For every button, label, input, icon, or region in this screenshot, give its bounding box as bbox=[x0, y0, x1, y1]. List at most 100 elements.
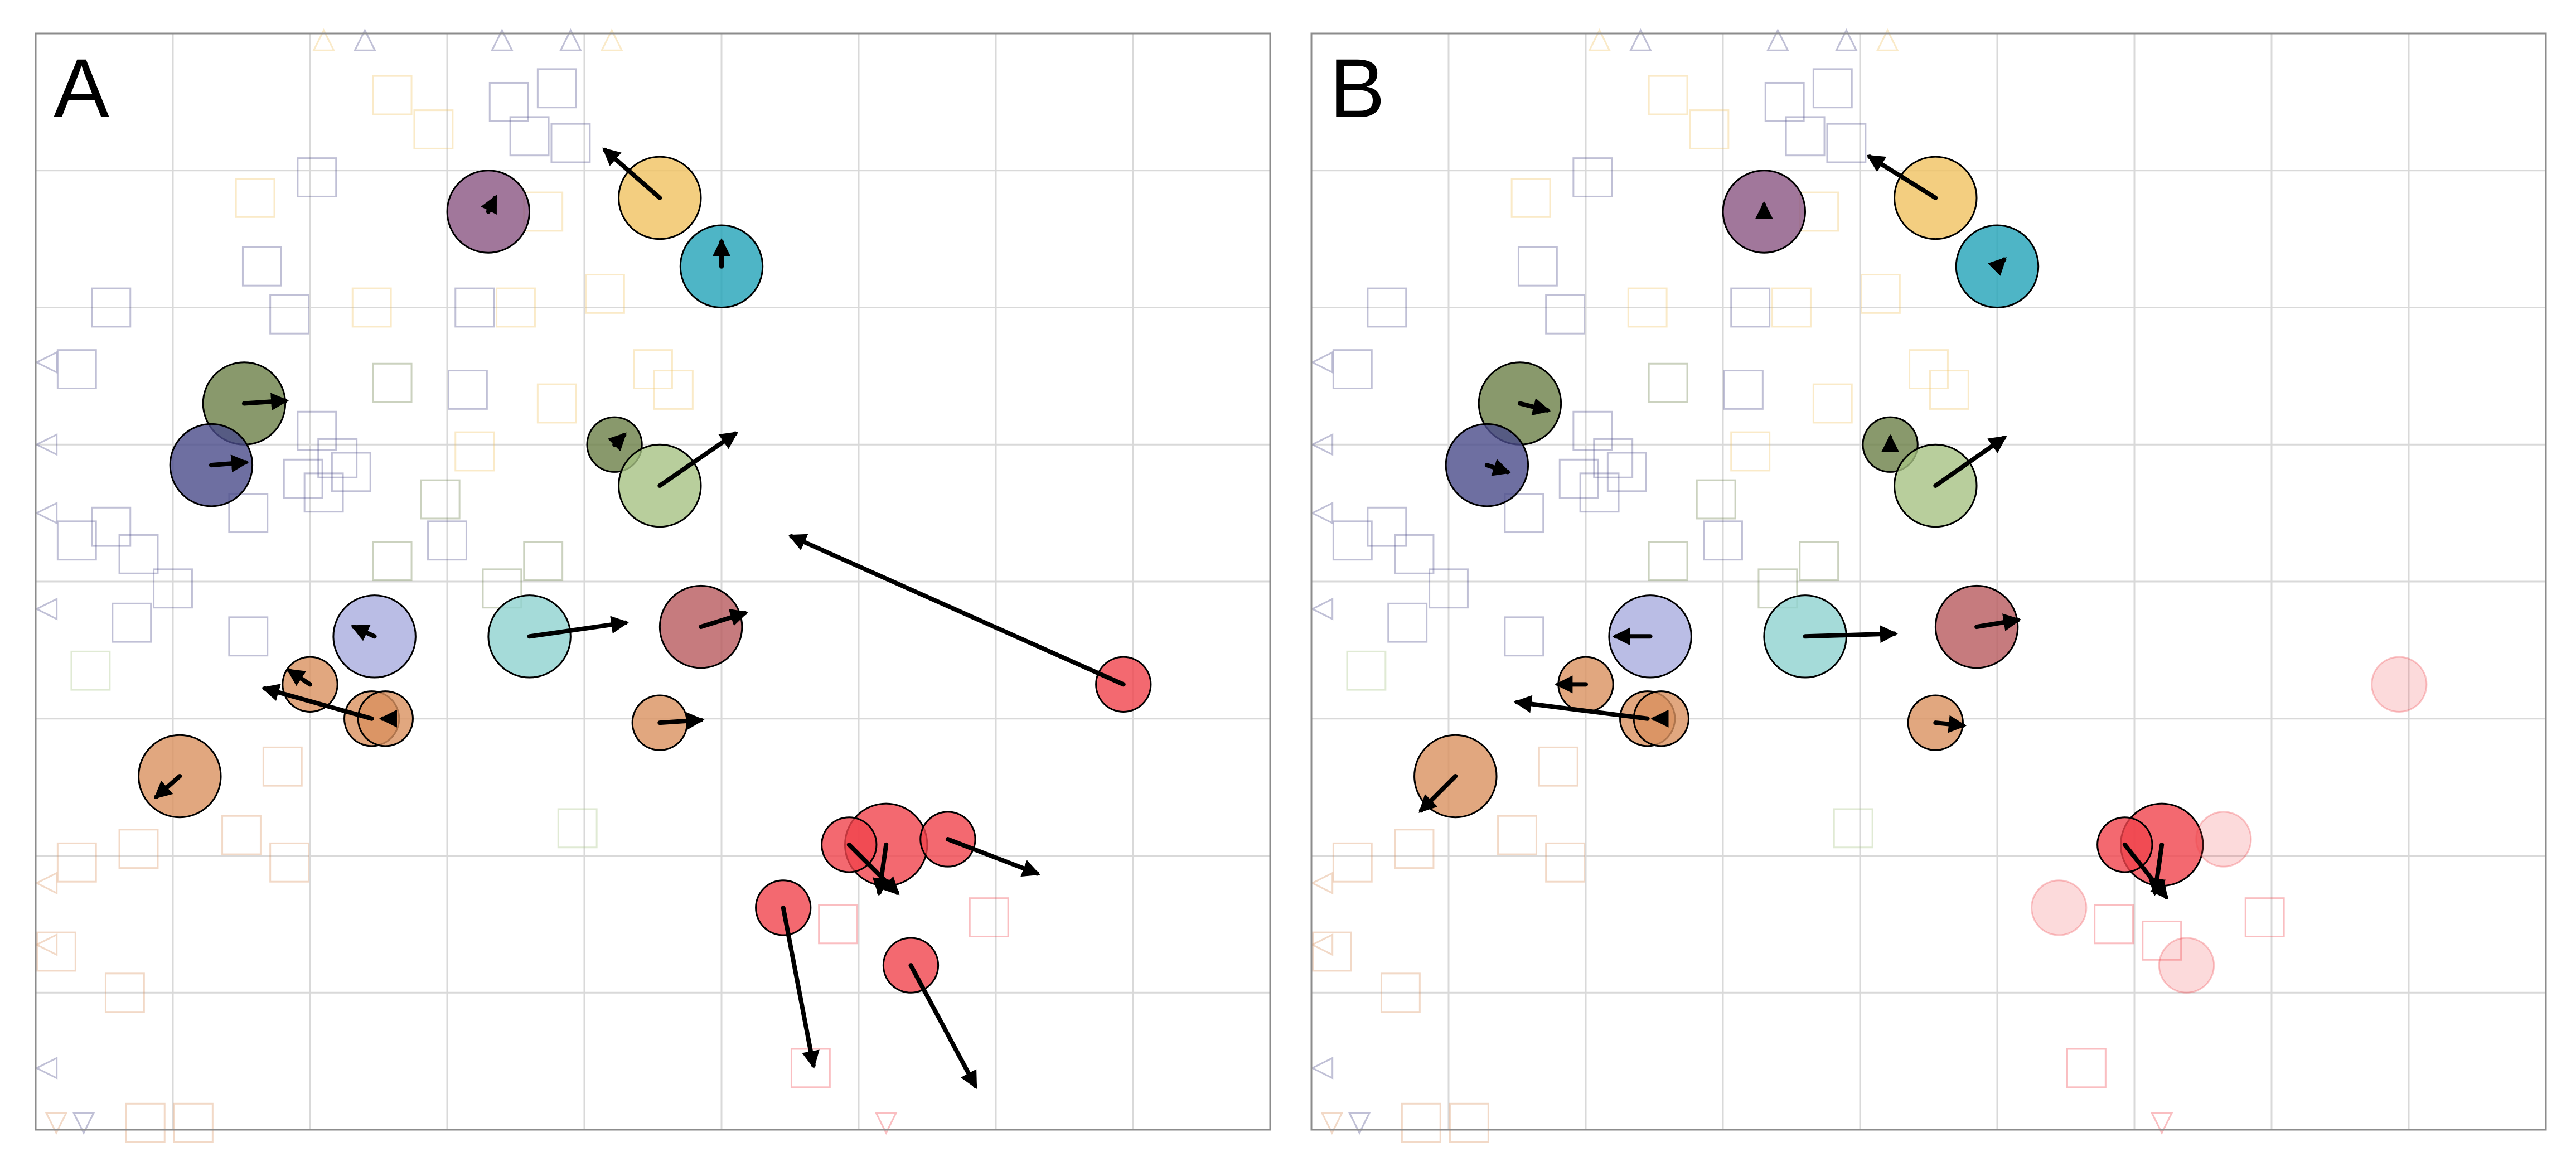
panel-b-background-square bbox=[1812, 68, 1853, 109]
panel-b-background-square bbox=[1517, 246, 1558, 287]
panel-b-background-square bbox=[1394, 829, 1435, 869]
panel-b-circle-red-3 bbox=[2195, 811, 2252, 868]
panel-a-background-triangle bbox=[35, 1056, 58, 1080]
panel-b-background-square bbox=[1909, 349, 1949, 389]
panel-a-background-triangle bbox=[490, 28, 514, 51]
panel-a-background-square bbox=[173, 1102, 214, 1143]
panel-a: A bbox=[35, 28, 1271, 1143]
panel-b-background-square bbox=[1785, 116, 1826, 157]
panel-a-background-square bbox=[303, 472, 344, 513]
panel-a-background-square bbox=[297, 410, 337, 451]
panel-a-background-triangle bbox=[874, 1112, 898, 1135]
panel-b-background-square bbox=[1764, 81, 1805, 122]
panel-b-arrow-red-2 bbox=[2122, 842, 2168, 900]
panel-b-background-triangle bbox=[1310, 933, 1334, 956]
panel-b-background-triangle bbox=[1766, 28, 1789, 51]
panel-a-background-triangle bbox=[559, 28, 582, 51]
panel-b-background-square bbox=[1771, 287, 1812, 328]
panel-a-background-square bbox=[653, 370, 694, 410]
panel-b-background-square bbox=[1332, 349, 1373, 389]
panel-b-background-square bbox=[1504, 493, 1544, 534]
panel-a-background-triangle bbox=[35, 933, 58, 956]
panel-a-label: A bbox=[54, 41, 109, 135]
panel-a-frame bbox=[35, 32, 1271, 1131]
panel-a-arrow-orange-1 bbox=[286, 668, 312, 687]
panel-b-background-square bbox=[1799, 541, 1839, 582]
panel-a-background-triangle bbox=[600, 28, 623, 51]
panel-b-arrow-orange-5 bbox=[1418, 773, 1458, 813]
panel-a-background-triangle bbox=[35, 872, 58, 895]
panel-b-background-triangle bbox=[1310, 433, 1334, 456]
panel-b-background-square bbox=[1648, 75, 1688, 115]
panel-a-background-square bbox=[317, 438, 358, 478]
panel-a-circles bbox=[138, 156, 1152, 994]
panel-b-background-triangle bbox=[1310, 872, 1334, 895]
panel-b-background-square bbox=[1510, 177, 1551, 218]
panel-b-background-square bbox=[1311, 931, 1352, 972]
panel-a-background-square bbox=[488, 81, 529, 122]
panel-b-background-square bbox=[1579, 472, 1620, 513]
panel-a-background-square bbox=[56, 842, 97, 883]
panel-a-background-square bbox=[112, 602, 152, 643]
panel-a-background-square bbox=[228, 616, 269, 657]
panel-a-background-square bbox=[372, 362, 413, 403]
panel-b-background-square bbox=[1648, 541, 1688, 582]
panel-a-arrow-red-large bbox=[872, 842, 890, 897]
panel-a-background-square bbox=[496, 287, 536, 328]
panel-a-background-square bbox=[633, 349, 673, 389]
panel-a-background-square bbox=[550, 123, 591, 163]
panel-a-background-triangle bbox=[35, 433, 58, 456]
panel-b-background-square bbox=[2244, 897, 2285, 937]
panel-a-background-square bbox=[351, 287, 392, 328]
panel-b-background-triangle bbox=[2150, 1112, 2173, 1135]
panel-b-background-square bbox=[1332, 842, 1373, 883]
panel-a-background-square bbox=[584, 274, 625, 314]
panel-b-background-square bbox=[1730, 431, 1771, 472]
panel-a-arrow-red-3 bbox=[945, 837, 1040, 877]
panel-a-arrow-sage bbox=[657, 431, 738, 488]
panel-a-background-triangle bbox=[353, 28, 376, 51]
panel-b-background-square bbox=[1545, 842, 1586, 883]
panel-b-background-triangle bbox=[1588, 28, 1611, 51]
panel-b-background-triangle bbox=[1320, 1112, 1344, 1135]
panel-b-background-square bbox=[1380, 972, 1421, 1013]
panel-a-background-square bbox=[454, 431, 495, 472]
panel-b-arrows bbox=[1418, 154, 2168, 900]
panel-a-background-square bbox=[56, 520, 97, 561]
panel-b-background-square bbox=[1538, 746, 1578, 787]
panel-a-background-triangle bbox=[35, 501, 58, 525]
panel-b-background-square bbox=[1648, 362, 1688, 403]
panel-a-arrow-red-4 bbox=[781, 905, 820, 1069]
panel-b-background-square bbox=[1593, 438, 1634, 478]
panel-a-background-square bbox=[70, 650, 111, 691]
panel-b-background-triangle bbox=[1310, 1056, 1334, 1080]
panel-a-background-triangle bbox=[312, 28, 336, 51]
panel-a-background-square bbox=[56, 349, 97, 389]
panel-a-background-square bbox=[536, 68, 577, 109]
panel-a-background-square bbox=[969, 897, 1009, 937]
panel-b-arrow-aqua bbox=[1803, 625, 1898, 643]
panel-b-background-square bbox=[1401, 1102, 1441, 1143]
panel-b-background-square bbox=[1730, 287, 1771, 328]
panel-a-background-markers bbox=[35, 28, 1009, 1143]
panel-a-background-square bbox=[262, 746, 303, 787]
panel-a-background-square bbox=[221, 815, 262, 855]
panel-b-background-triangle bbox=[1629, 28, 1652, 51]
panel-b-background-square bbox=[1572, 157, 1613, 197]
panel-a-background-square bbox=[125, 1102, 166, 1143]
panel-a-arrow-gold bbox=[602, 147, 662, 200]
panel-b-background-square bbox=[1703, 520, 1743, 561]
panel-b-frame bbox=[1310, 32, 2547, 1131]
panel-b-background-square bbox=[1367, 287, 1407, 328]
panel-a-background-square bbox=[413, 109, 454, 149]
panel-a-background-square bbox=[536, 383, 577, 424]
panel-b-background-square bbox=[1497, 815, 1537, 855]
panel-b-grid bbox=[1311, 33, 2546, 1130]
panel-b-background-square bbox=[1449, 1102, 1489, 1143]
panel-b-background-square bbox=[1367, 506, 1407, 547]
panel-a-background-square bbox=[91, 287, 132, 328]
panel-b-arrow-orange-4 bbox=[1933, 715, 1967, 733]
panel-a-background-square bbox=[557, 808, 598, 849]
panel-a-background-square bbox=[283, 458, 323, 499]
